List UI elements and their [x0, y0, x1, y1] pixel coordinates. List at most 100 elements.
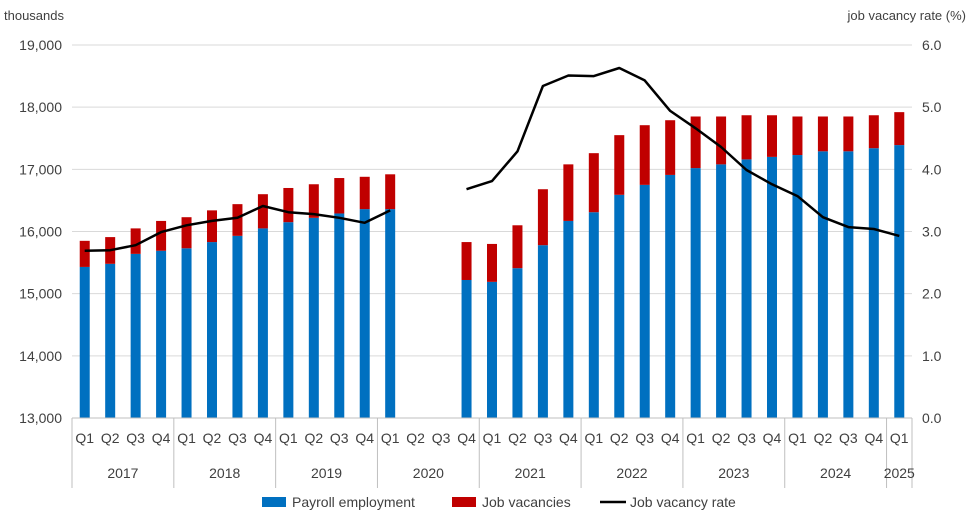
- bar-payroll-employment: [588, 212, 599, 418]
- quarter-label: Q1: [686, 430, 705, 446]
- bar-payroll-employment: [690, 168, 701, 418]
- bar-payroll-employment: [308, 217, 319, 418]
- bar-payroll-employment: [487, 281, 497, 418]
- bar-job-vacancies: [690, 116, 701, 169]
- left-tick-label: 14,000: [19, 348, 62, 364]
- quarter-label: Q4: [355, 430, 374, 446]
- year-label: 2018: [209, 465, 240, 481]
- bar-payroll-employment: [614, 194, 625, 418]
- bar-payroll-employment: [207, 242, 217, 418]
- quarter-label: Q3: [839, 430, 858, 446]
- quarter-label: Q2: [814, 430, 833, 446]
- right-axis-label: job vacancy rate (%): [847, 8, 967, 23]
- legend-swatch: [262, 497, 286, 507]
- quarter-label: Q1: [75, 430, 94, 446]
- bar-job-vacancies: [843, 116, 854, 152]
- bar-payroll-employment: [385, 209, 396, 418]
- bar-job-vacancies: [792, 116, 803, 156]
- right-tick-label: 6.0: [922, 37, 942, 53]
- quarter-label: Q2: [203, 430, 222, 446]
- quarter-label: Q4: [763, 430, 782, 446]
- bar-payroll-employment: [563, 220, 574, 418]
- quarter-label: Q3: [126, 430, 145, 446]
- bar-job-vacancies: [181, 217, 192, 249]
- bar-payroll-employment: [130, 253, 141, 418]
- quarter-label: Q1: [584, 430, 603, 446]
- legend-label: Job vacancy rate: [630, 494, 736, 510]
- bar-job-vacancies: [563, 164, 574, 221]
- left-tick-label: 16,000: [19, 224, 62, 240]
- bar-payroll-employment: [767, 156, 777, 418]
- quarter-label: Q2: [712, 430, 731, 446]
- quarter-label: Q4: [254, 430, 273, 446]
- bar-job-vacancies: [385, 174, 396, 210]
- year-label: 2020: [413, 465, 444, 481]
- quarter-label: Q2: [304, 430, 323, 446]
- bar-payroll-employment: [257, 228, 268, 418]
- quarter-label: Q4: [559, 430, 578, 446]
- quarter-label: Q3: [432, 430, 451, 446]
- left-tick-label: 17,000: [19, 161, 62, 177]
- bar-job-vacancies: [588, 153, 599, 213]
- bar-payroll-employment: [868, 148, 879, 419]
- legend-swatch: [452, 497, 476, 507]
- bar-job-vacancies: [283, 187, 294, 223]
- left-axis-label: thousands: [4, 8, 64, 23]
- legend-label: Job vacancies: [482, 494, 571, 510]
- bar-payroll-employment: [359, 209, 370, 418]
- bar-job-vacancies: [512, 225, 523, 269]
- bar-payroll-employment: [334, 213, 345, 418]
- bar-job-vacancies: [639, 125, 650, 185]
- bar-job-vacancies: [359, 176, 370, 210]
- year-label: 2019: [311, 465, 342, 481]
- bar-job-vacancies: [334, 178, 345, 214]
- bar-job-vacancies: [716, 116, 727, 165]
- quarter-label: Q3: [330, 430, 349, 446]
- bar-payroll-employment: [537, 245, 548, 418]
- quarter-label: Q4: [457, 430, 476, 446]
- bar-payroll-employment: [512, 268, 523, 418]
- bar-payroll-employment: [283, 222, 294, 418]
- bar-payroll-employment: [105, 263, 116, 418]
- right-tick-label: 2.0: [922, 286, 942, 302]
- quarter-label: Q2: [508, 430, 527, 446]
- year-label: 2022: [616, 465, 647, 481]
- quarter-label: Q1: [177, 430, 196, 446]
- quarter-label: Q3: [228, 430, 247, 446]
- bar-job-vacancies: [461, 242, 472, 280]
- bar-job-vacancies: [232, 204, 243, 236]
- bar-payroll-employment: [639, 184, 650, 418]
- left-tick-label: 19,000: [19, 37, 62, 53]
- right-tick-label: 3.0: [922, 224, 942, 240]
- bar-payroll-employment: [817, 151, 828, 418]
- quarter-label: Q1: [483, 430, 502, 446]
- right-tick-label: 4.0: [922, 161, 942, 177]
- bar-payroll-employment: [792, 155, 803, 418]
- bar-payroll-employment: [665, 174, 676, 418]
- bar-payroll-employment: [156, 250, 167, 418]
- year-label: 2025: [884, 465, 915, 481]
- bar-job-vacancies: [665, 120, 676, 175]
- right-tick-label: 5.0: [922, 99, 942, 115]
- bar-job-vacancies: [868, 115, 879, 149]
- bar-job-vacancies: [767, 115, 777, 157]
- bar-job-vacancies: [308, 184, 319, 218]
- left-tick-label: 13,000: [19, 410, 62, 426]
- bar-job-vacancies: [257, 194, 268, 229]
- quarter-label: Q3: [635, 430, 654, 446]
- bar-payroll-employment: [894, 145, 905, 419]
- quarter-label: Q4: [661, 430, 680, 446]
- year-label: 2017: [107, 465, 138, 481]
- year-label: 2023: [718, 465, 749, 481]
- line-job-vacancy-rate: [84, 66, 900, 253]
- year-label: 2024: [820, 465, 851, 481]
- bar-payroll-employment: [232, 235, 243, 418]
- bar-payroll-employment: [716, 164, 727, 418]
- left-tick-label: 15,000: [19, 286, 62, 302]
- quarter-label: Q2: [610, 430, 629, 446]
- quarter-label: Q1: [279, 430, 298, 446]
- quarter-label: Q3: [737, 430, 756, 446]
- quarter-label: Q1: [381, 430, 400, 446]
- quarter-label: Q1: [788, 430, 807, 446]
